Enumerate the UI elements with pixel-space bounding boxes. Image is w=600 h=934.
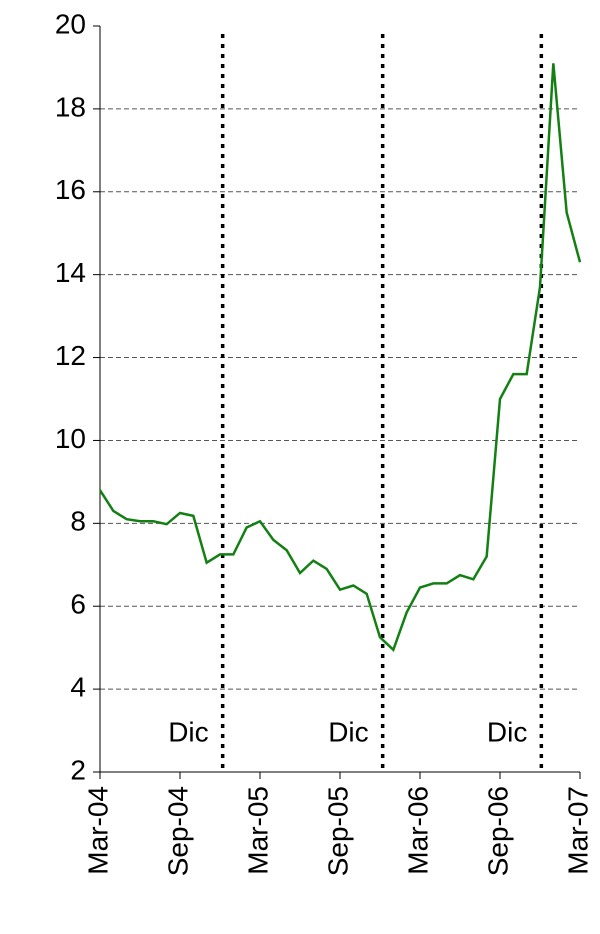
x-tick-label: Sep-06 <box>482 786 513 876</box>
x-tick-label: Sep-05 <box>322 786 353 876</box>
x-tick-label: Mar-05 <box>242 786 273 875</box>
y-tick-label: 8 <box>70 506 86 537</box>
y-tick-label: 6 <box>70 589 86 620</box>
x-tick-label: Mar-04 <box>82 786 113 875</box>
annotation: Dic <box>168 716 208 747</box>
x-tick-label: Mar-07 <box>562 786 593 875</box>
y-tick-label: 14 <box>55 257 86 288</box>
annotation: Dic <box>487 716 527 747</box>
y-tick-label: 16 <box>55 174 86 205</box>
data-line <box>98 63 582 652</box>
y-tick-label: 2 <box>70 754 86 785</box>
x-tick-label: Mar-06 <box>402 786 433 875</box>
y-tick-label: 18 <box>55 91 86 122</box>
y-tick-label: 12 <box>55 340 86 371</box>
y-tick-label: 20 <box>55 8 86 39</box>
y-tick-label: 10 <box>55 423 86 454</box>
annotation: Dic <box>328 716 368 747</box>
y-tick-label: 4 <box>70 672 86 703</box>
x-tick-label: Sep-04 <box>162 786 193 876</box>
